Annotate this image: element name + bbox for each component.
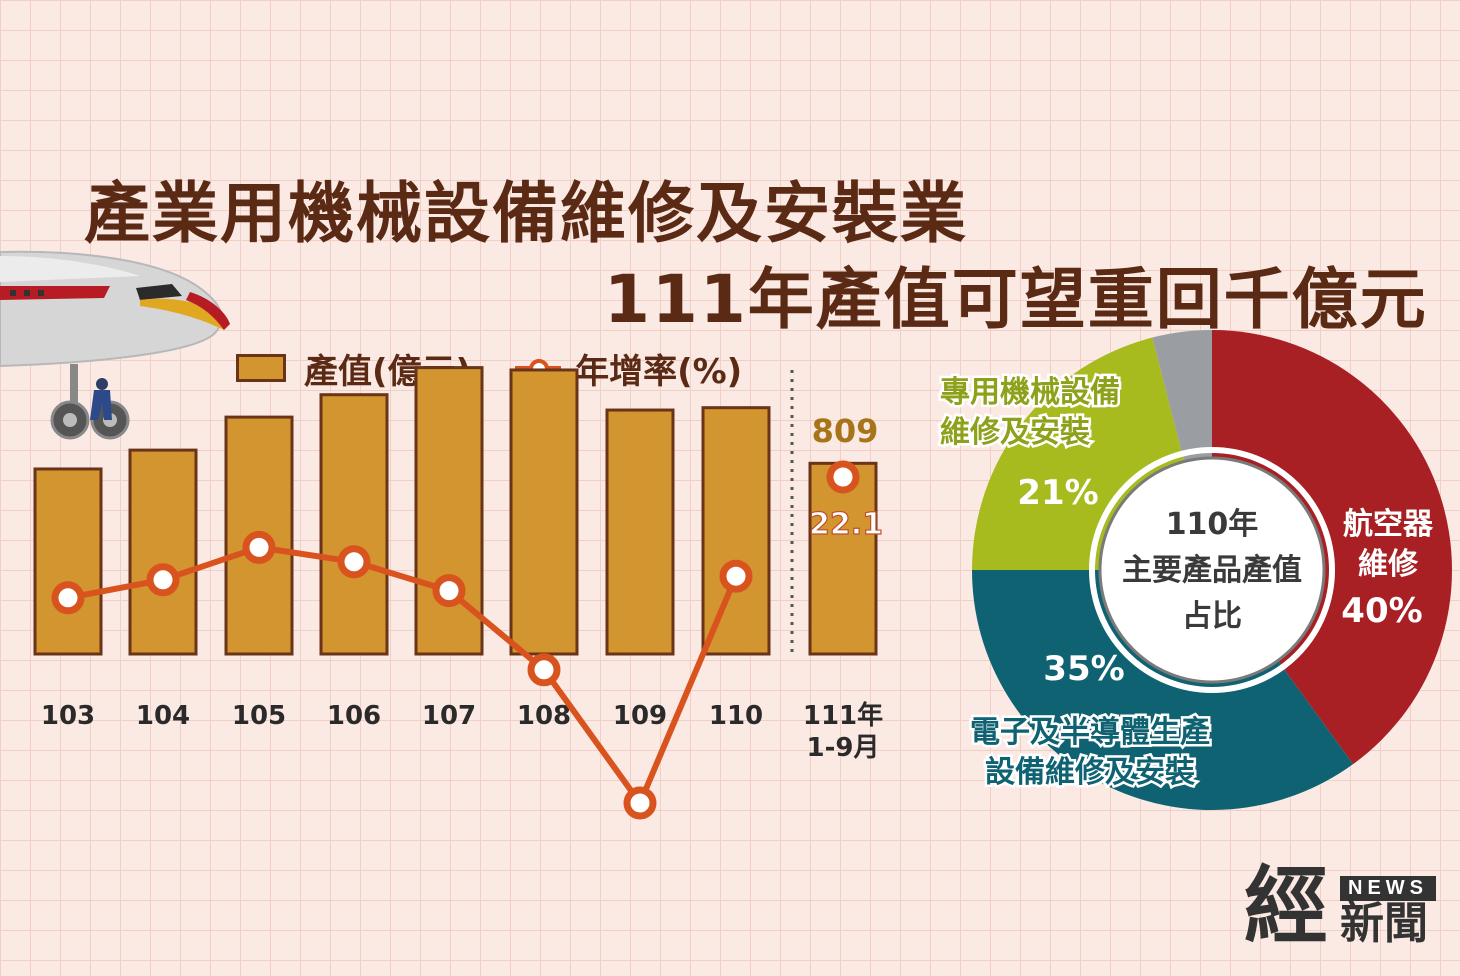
- chart-title-line2: 111年產值可望重回千億元: [604, 261, 1428, 338]
- news-logo: 經 NEWS 新聞: [1244, 864, 1444, 962]
- bar-109: [605, 408, 675, 656]
- growth-rate-point: [242, 530, 276, 564]
- slice-pct-aircraft: 40%: [1341, 591, 1422, 631]
- pie-slice: [972, 570, 1354, 811]
- bar-110: [701, 406, 771, 656]
- bar-104: [128, 448, 198, 656]
- logo-big-char: 經: [1244, 856, 1329, 955]
- x-tick-label: 103: [41, 701, 95, 731]
- growth-rate-point: [146, 563, 180, 597]
- slice-name-machinery: 專用機械設備維修及安裝: [940, 375, 1120, 450]
- x-tick-label: 110: [709, 701, 763, 731]
- growth-rate-point: [432, 574, 466, 608]
- slice-name-electronics: 電子及半導體生產設備維修及安裝: [970, 715, 1210, 790]
- x-tick-label: 105: [232, 701, 286, 731]
- pie-center-ring: [1089, 447, 1335, 693]
- x-tick-label: 104: [136, 701, 190, 731]
- x-tick-label: 106: [327, 701, 381, 731]
- logo-sub-text: 新聞: [1340, 898, 1428, 949]
- x-tick-label: 107: [422, 701, 476, 731]
- pie-center-circle: [1098, 456, 1326, 684]
- bar-103: [33, 467, 103, 656]
- legend-line-label: 年增率(%): [575, 351, 743, 392]
- growth-rate-point: [826, 460, 860, 494]
- growth-rate-line: [67, 544, 739, 806]
- bar-108: [509, 368, 579, 656]
- growth-value-label: 22.1: [809, 507, 883, 542]
- growth-rate-point: [623, 786, 657, 820]
- growth-rate-point: [51, 581, 85, 615]
- slice-pct-machinery: 21%: [1017, 473, 1098, 513]
- pie-center-label: 110年主要產品產值占比: [1122, 507, 1302, 634]
- cockpit-window: [136, 284, 182, 300]
- airplane-illustration: [0, 250, 230, 440]
- airplane-stripe: [0, 286, 110, 300]
- x-tick-label: 109: [613, 701, 667, 731]
- logo-news-badge: NEWS: [1340, 876, 1436, 901]
- legend-bar-swatch: [236, 354, 286, 382]
- growth-rate-point: [527, 653, 561, 687]
- bar-105: [224, 415, 294, 656]
- bar-106: [319, 393, 389, 656]
- slice-pct-electronics: 35%: [1043, 649, 1124, 689]
- x-tick-label: 108: [517, 701, 571, 731]
- growth-rate-point: [337, 545, 371, 579]
- chart-title-line1: 產業用機械設備維修及安裝業: [84, 175, 968, 252]
- growth-rate-point: [719, 559, 753, 593]
- mechanic-figure: [90, 378, 112, 420]
- bar-value-label: 809: [812, 412, 879, 450]
- x-tick-label: 111年 1-9月: [803, 700, 883, 763]
- slice-name-aircraft: 航空器維修: [1343, 507, 1434, 582]
